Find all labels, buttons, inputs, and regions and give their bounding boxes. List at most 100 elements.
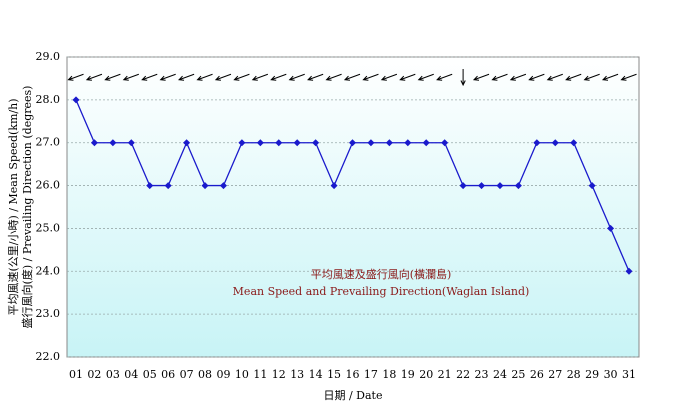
point: [256, 139, 264, 147]
x-tick-label: 23: [475, 368, 489, 381]
wind-arrow: [491, 73, 508, 81]
wind-arrow: [620, 73, 637, 81]
point: [201, 182, 209, 190]
wind-arrow: [85, 73, 103, 81]
x-tick-label: 31: [622, 368, 636, 381]
wind-arrow: [380, 73, 398, 81]
wind-arrow: [233, 73, 250, 81]
x-tick-label: 13: [290, 368, 304, 381]
wind-arrow: [509, 73, 527, 81]
point: [570, 139, 578, 147]
x-tick-label: 19: [401, 368, 415, 381]
point: [422, 139, 430, 147]
point: [459, 182, 467, 190]
wind-arrow: [159, 73, 176, 81]
point: [90, 139, 98, 147]
wind-arrow: [178, 73, 195, 81]
x-tick-label: 02: [87, 368, 101, 381]
x-tick-label: 27: [548, 368, 562, 381]
point: [109, 139, 117, 147]
wind-arrow: [104, 73, 121, 81]
x-tick-label: 30: [604, 368, 618, 381]
point: [330, 182, 338, 190]
point: [404, 139, 412, 147]
wind-arrow: [122, 73, 139, 81]
point: [385, 139, 393, 147]
wind-arrow: [436, 73, 453, 81]
point: [367, 139, 375, 147]
wind-arrow: [288, 73, 305, 81]
x-tick-label: 14: [309, 368, 323, 381]
point: [312, 139, 320, 147]
plot-area: [66, 56, 640, 358]
point: [127, 139, 135, 147]
point: [551, 139, 559, 147]
x-tick-label: 20: [419, 368, 433, 381]
x-tick-label: 04: [124, 368, 138, 381]
y-tick-label: 28.0: [36, 93, 61, 106]
x-tick-label: 26: [530, 368, 544, 381]
x-tick-label: 12: [272, 368, 286, 381]
point: [183, 139, 191, 147]
x-tick-label: 08: [198, 368, 212, 381]
wind-arrow: [528, 73, 545, 81]
x-tick-label: 24: [493, 368, 507, 381]
x-tick-label: 16: [346, 368, 360, 381]
y-tick-label: 26.0: [36, 179, 61, 192]
y-tick-label: 29.0: [36, 50, 61, 63]
x-tick-label: 21: [438, 368, 452, 381]
wind-arrow: [472, 73, 490, 81]
y-tick-label: 22.0: [36, 350, 61, 363]
x-tick-label: 06: [161, 368, 175, 381]
x-tick-label: 10: [235, 368, 249, 381]
point: [478, 182, 486, 190]
point: [72, 96, 80, 104]
x-tick-label: 28: [567, 368, 581, 381]
wind-arrow: [546, 73, 563, 81]
point: [164, 182, 172, 190]
point: [607, 224, 615, 232]
point: [588, 182, 596, 190]
x-tick-label: 22: [456, 368, 470, 381]
y-tick-label: 23.0: [36, 307, 61, 320]
point: [146, 182, 154, 190]
wind-arrow: [460, 69, 466, 87]
y-axis-label: 盛行風向(度) / Prevailing Direction (degrees): [20, 86, 34, 329]
wind-arrow: [417, 73, 434, 81]
x-tick-label: 11: [253, 368, 267, 381]
wind-arrow: [214, 73, 232, 81]
wind-arrow: [67, 73, 84, 81]
x-tick-label: 17: [364, 368, 378, 381]
point: [533, 139, 541, 147]
wind-arrow: [399, 73, 416, 81]
x-tick-label: 07: [180, 368, 194, 381]
point: [275, 139, 283, 147]
x-tick-label: 03: [106, 368, 120, 381]
x-tick-label: 25: [511, 368, 525, 381]
x-tick-label: 01: [69, 368, 83, 381]
point: [238, 139, 246, 147]
wind-arrow: [270, 73, 287, 81]
wind-arrow: [325, 73, 342, 81]
x-axis-label: 日期 / Date: [323, 389, 382, 402]
wind-arrow: [565, 73, 582, 81]
y-axis-label: 平均風速(公里/小時) / Mean Speed(km/h): [7, 98, 20, 315]
x-tick-label: 18: [382, 368, 396, 381]
annotation: 平均風速及盛行風向(橫瀾島): [311, 267, 452, 281]
point: [441, 139, 449, 147]
wind-arrow: [601, 73, 619, 81]
wind-arrow: [343, 73, 361, 81]
wind-arrow: [196, 73, 213, 81]
point: [496, 182, 504, 190]
point: [625, 267, 633, 275]
y-tick-label: 27.0: [36, 136, 61, 149]
point: [293, 139, 301, 147]
wind-arrow: [251, 73, 269, 81]
point: [514, 182, 522, 190]
y-tick-label: 24.0: [36, 264, 61, 277]
wind-arrow: [307, 73, 324, 81]
x-tick-label: 29: [585, 368, 599, 381]
x-tick-label: 15: [327, 368, 341, 381]
x-tick-label: 05: [143, 368, 157, 381]
